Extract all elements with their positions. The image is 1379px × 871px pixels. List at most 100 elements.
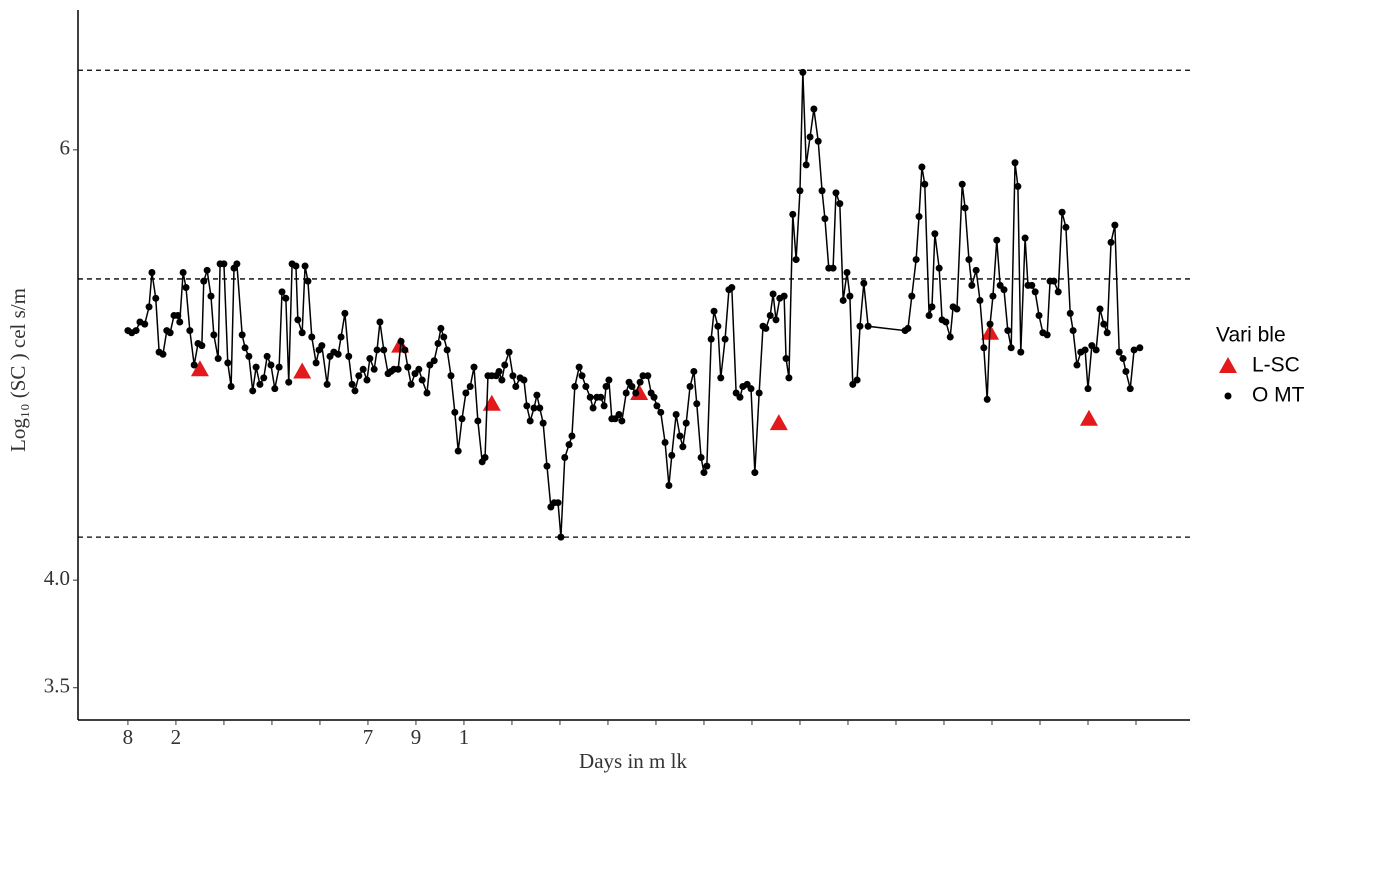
point-marker [965, 256, 973, 264]
point-marker [628, 383, 636, 391]
point-marker [714, 322, 722, 330]
point-marker [751, 469, 759, 477]
point-marker [426, 361, 434, 369]
point-marker [1096, 305, 1104, 313]
point-marker [679, 443, 687, 451]
point-marker [1069, 327, 1077, 335]
point-marker [1017, 348, 1025, 356]
point-marker [983, 395, 991, 403]
point-marker [304, 277, 312, 285]
point-marker [397, 337, 405, 345]
point-marker [495, 367, 503, 375]
point-marker [953, 305, 961, 313]
point-marker [415, 365, 423, 373]
point-marker [238, 331, 246, 339]
point-marker [568, 432, 576, 440]
point-marker [376, 318, 384, 326]
point-marker [832, 189, 840, 197]
point-marker [958, 180, 966, 188]
point-marker [818, 187, 826, 195]
point-marker [657, 408, 665, 416]
point-marker [586, 393, 594, 401]
point-marker [533, 391, 541, 399]
point-marker [210, 331, 218, 339]
point-marker [1126, 385, 1134, 393]
point-marker [860, 279, 868, 287]
point-marker [639, 372, 647, 380]
triangle-marker [190, 360, 209, 377]
point-marker [190, 361, 198, 369]
y-axis-label: Log₁₀ (SC ) cel s/m [6, 288, 30, 452]
point-marker [1014, 182, 1022, 190]
point-marker [829, 264, 837, 272]
point-marker [298, 329, 306, 337]
point-marker [769, 290, 777, 298]
point-marker [796, 187, 804, 195]
point-marker [1115, 348, 1123, 356]
point-marker [132, 327, 140, 335]
point-marker [665, 481, 673, 489]
point-marker [176, 318, 184, 326]
point-marker [799, 68, 807, 76]
point-marker [653, 402, 661, 410]
point-marker [434, 339, 442, 347]
triangle-marker [1079, 409, 1098, 426]
point-marker [341, 309, 349, 317]
point-marker [785, 374, 793, 382]
point-marker [501, 361, 509, 369]
point-marker [980, 344, 988, 352]
point-marker [1107, 238, 1115, 246]
point-marker [252, 363, 260, 371]
point-marker [707, 335, 715, 343]
point-marker [437, 324, 445, 332]
point-marker [536, 404, 544, 412]
point-marker [1011, 159, 1019, 167]
point-marker [1062, 223, 1070, 231]
point-marker [394, 365, 402, 373]
point-marker [200, 277, 208, 285]
x-tick-label: 1 [459, 725, 470, 749]
point-marker [690, 367, 698, 375]
point-marker [186, 327, 194, 335]
point-marker [644, 372, 652, 380]
point-marker [404, 363, 412, 371]
point-marker [351, 387, 359, 395]
point-marker [672, 410, 680, 418]
point-marker [780, 292, 788, 300]
point-marker [447, 372, 455, 380]
point-marker [505, 348, 513, 356]
point-marker [318, 342, 326, 350]
point-marker [454, 447, 462, 455]
point-marker [918, 163, 926, 171]
legend-marker [1224, 392, 1232, 400]
x-tick-label: 2 [171, 725, 182, 749]
point-marker [543, 462, 551, 470]
point-marker [1122, 367, 1130, 375]
point-marker [512, 383, 520, 391]
point-marker [526, 417, 534, 425]
point-marker [440, 333, 448, 341]
point-marker [380, 346, 388, 354]
point-marker [278, 288, 286, 296]
point-marker [198, 342, 206, 350]
x-tick-label: 7 [363, 725, 374, 749]
point-marker [578, 372, 586, 380]
point-marker [717, 374, 725, 382]
point-marker [942, 318, 950, 326]
point-marker [806, 133, 814, 141]
point-marker [836, 200, 844, 208]
point-marker [782, 355, 790, 363]
point-marker [152, 294, 160, 302]
point-marker [972, 266, 980, 274]
point-marker [481, 454, 489, 462]
point-marker [618, 417, 626, 425]
point-marker [912, 256, 920, 264]
point-marker [864, 322, 872, 330]
point-marker [1073, 361, 1081, 369]
point-marker [908, 292, 916, 300]
point-marker [575, 363, 583, 371]
legend-title: Vari ble [1216, 324, 1286, 347]
point-marker [622, 389, 630, 397]
point-marker [1084, 385, 1092, 393]
